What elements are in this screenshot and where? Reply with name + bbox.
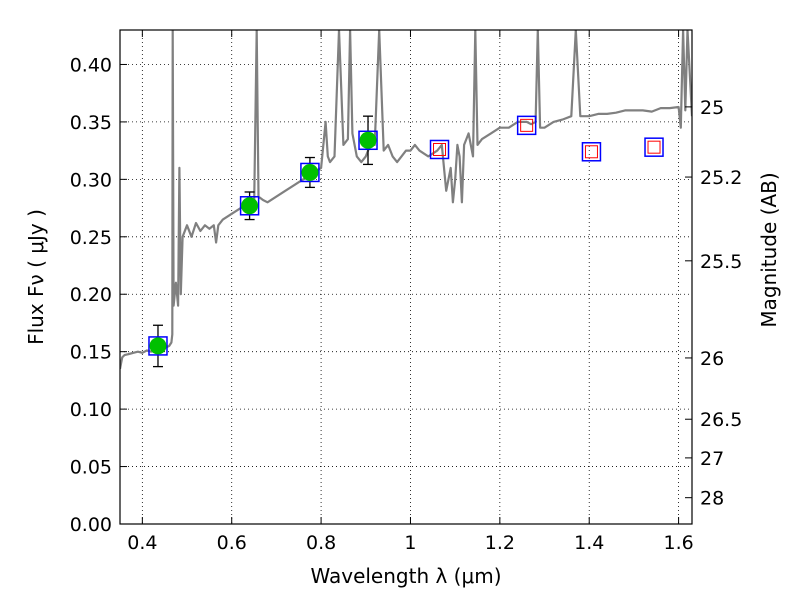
x-tick-label: 1	[404, 532, 416, 554]
filter-box	[239, 196, 260, 216]
filter-box	[300, 162, 320, 183]
right-tick-label: 26.5	[700, 409, 742, 431]
right-tick-label: 27	[700, 448, 724, 470]
detection-point	[149, 337, 167, 355]
right-tick-label: 26	[700, 348, 724, 370]
grid	[120, 30, 692, 525]
filter-box	[358, 130, 378, 151]
photometry-points	[148, 115, 664, 368]
y-tick-label: 0.00	[70, 514, 112, 536]
y-tick-label: 0.10	[70, 399, 112, 421]
detection-point	[301, 163, 319, 181]
right-tick-label: 25.5	[700, 251, 742, 273]
upper-limit-outer	[429, 139, 450, 160]
x-axis-label: Wavelength λ (μm)	[310, 564, 501, 588]
right-axis-label: Magnitude (AB)	[757, 172, 781, 327]
y-axis-label: Flux Fν ( μJy )	[24, 209, 48, 345]
x-tick-label: 1.4	[574, 532, 604, 554]
y-tick-label: 0.35	[70, 112, 112, 134]
plot-frame	[119, 29, 693, 525]
y-tick-label: 0.05	[70, 457, 112, 479]
y-tick-label: 0.30	[70, 169, 112, 191]
x-tick-label: 1.2	[485, 532, 515, 554]
upper-limit-outer	[644, 137, 664, 157]
x-tick-label: 0.4	[127, 532, 157, 554]
upper-limit-inner	[584, 145, 598, 159]
y-tick-label: 0.25	[70, 227, 112, 249]
axis-ticks: 0.4 0.6 0.8 1 1.2 1.4 1.6 0.00 0.05 0.10 0.15 0.20 0…	[70, 30, 742, 554]
model-sed-line	[120, 30, 692, 370]
y-tick-label: 0.20	[70, 284, 112, 306]
right-tick-label: 25.2	[700, 167, 742, 189]
filter-box	[148, 336, 168, 356]
right-tick-label: 28	[700, 488, 724, 510]
upper-limit-inner	[647, 140, 661, 154]
x-tick-label: 1.6	[663, 532, 693, 554]
upper-limit-outer	[516, 115, 537, 136]
upper-limit-outer	[581, 142, 602, 162]
upper-limit-inner	[433, 142, 447, 156]
y-tick-label: 0.40	[70, 54, 112, 76]
model-sed-layer	[120, 30, 692, 370]
upper-limit-inner	[520, 118, 534, 132]
detection-point	[241, 197, 259, 215]
x-tick-label: 0.8	[306, 532, 336, 554]
detection-point	[359, 131, 377, 149]
right-tick-label: 25	[700, 97, 724, 119]
y-tick-label: 0.15	[70, 342, 112, 364]
x-tick-label: 0.6	[217, 532, 247, 554]
